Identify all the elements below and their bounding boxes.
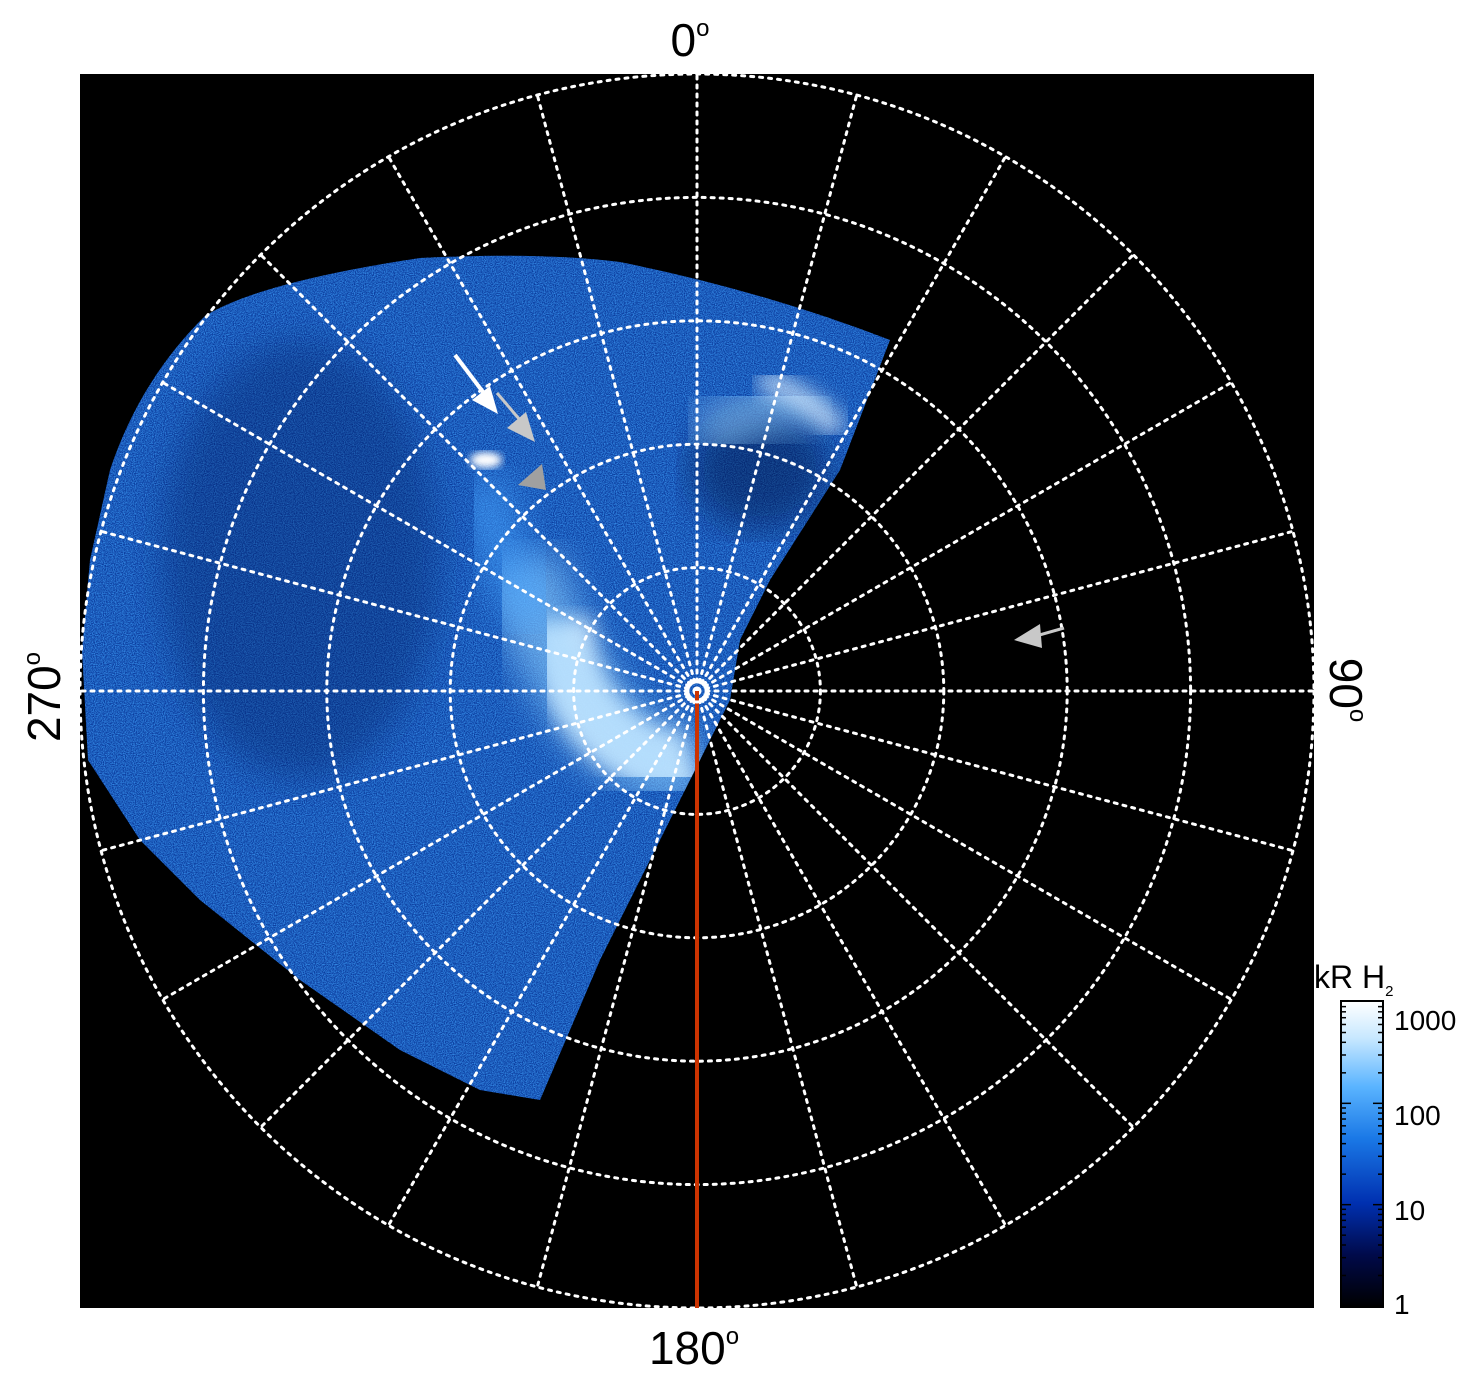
grid-spoke: [695, 93, 859, 693]
azimuth-label-bottom: 180o: [649, 1322, 739, 1374]
grid-spoke: [695, 689, 859, 1289]
grid-spoke: [161, 689, 699, 1001]
grid-ring: [572, 566, 822, 816]
grid-spoke: [695, 381, 1233, 693]
colorbar: kR H2 1000 100 10 1: [1314, 959, 1456, 1320]
grid-spoke: [695, 529, 1295, 693]
azimuth-label-right: 90o: [1320, 658, 1372, 723]
colorbar-title: kR H2: [1314, 959, 1393, 1000]
grid-spoke: [695, 689, 1233, 1001]
colorbar-tick-label: 100: [1394, 1100, 1441, 1131]
grid-spoke: [161, 381, 699, 693]
annotation-arrows: [453, 353, 1065, 648]
pole-marker: [684, 678, 710, 704]
colorbar-ticks: [1341, 1005, 1383, 1307]
grid-spoke: [535, 93, 699, 693]
colorbar-tick-label: 10: [1394, 1195, 1425, 1226]
grid-spoke: [387, 155, 699, 693]
colorbar-tick-label: 1: [1394, 1289, 1410, 1320]
grid-spoke: [695, 689, 1135, 1129]
azimuth-label-top: 0o: [671, 14, 710, 66]
grid-spoke: [695, 689, 1295, 853]
grid-spoke: [259, 689, 699, 1129]
arrow-icon: [495, 392, 535, 442]
grid-spoke: [695, 689, 1007, 1227]
grid-spoke: [99, 689, 699, 853]
arrowhead-icon: [518, 464, 546, 490]
arrow-icon: [453, 353, 498, 414]
grid-spoke: [259, 253, 699, 693]
colorbar-tick-label: 1000: [1394, 1005, 1456, 1036]
azimuth-label-left: 270o: [18, 652, 70, 742]
grid-spoke: [535, 689, 699, 1289]
grid-spoke: [387, 689, 699, 1227]
grid-spoke: [695, 253, 1135, 693]
arrow-icon: [1014, 624, 1065, 648]
bright-spot: [470, 452, 502, 468]
grid-spoke: [695, 155, 1007, 693]
colorbar-gradient: [1340, 1000, 1384, 1308]
grid-spoke: [99, 529, 699, 693]
